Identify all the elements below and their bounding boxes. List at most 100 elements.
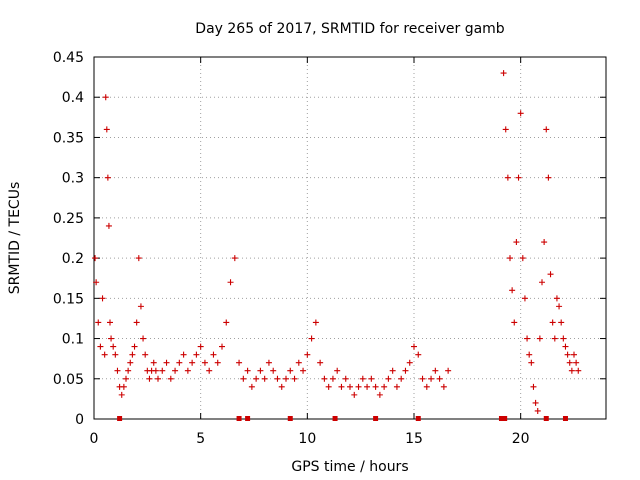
data-point [131,343,138,350]
data-point [103,126,110,133]
data-point [436,375,443,382]
data-point [530,383,537,390]
data-point [240,375,247,382]
data-point [428,375,435,382]
data-point [317,359,324,366]
plot-frame [93,56,607,420]
data-point [543,126,550,133]
data-point [568,367,575,374]
data-point [406,359,413,366]
data-point [411,343,417,350]
gap-marker [415,416,421,421]
gap-marker [562,416,568,421]
chart-title: Day 265 of 2017, SRMTID for receiver gam… [195,21,505,37]
y-tick-labels: 0 0.05 0.1 0.15 0.2 0.25 0.3 0.35 0.4 0.45 [53,50,84,428]
gap-markers [117,416,568,421]
data-point [112,351,119,358]
data-point [206,367,213,374]
gap-marker [245,416,251,421]
y-tick-label: 0.35 [53,130,84,146]
data-point [105,222,112,229]
x-tick-labels: 0 5 10 15 20 [90,431,530,447]
data-point [308,335,315,342]
data-point [526,351,533,358]
data-point [123,375,129,382]
x-tick-label: 5 [196,431,205,447]
data-point [92,255,99,262]
data-point [176,359,183,366]
data-point [107,319,113,326]
data-point [104,174,111,181]
x-tick-label: 0 [90,431,99,447]
data-point [521,295,528,302]
x-tick-label: 15 [405,431,423,447]
data-point [389,367,396,374]
data-point [504,174,511,181]
data-point [287,367,294,374]
data-point [304,351,311,358]
data-point [325,383,332,390]
data-point [257,367,264,374]
data-point [155,375,161,382]
data-point [133,319,140,326]
data-point [197,343,204,350]
y-tick-label: 0.1 [62,332,84,348]
data-point [159,367,166,374]
data-point [562,343,569,350]
y-tick-label: 0.3 [62,171,84,187]
data-point [231,255,238,262]
data-point [532,399,539,406]
data-point [398,375,405,382]
y-tick-label: 0.4 [62,90,84,106]
data-point [359,375,366,382]
data-point [180,351,187,358]
data-point [524,335,531,342]
data-point [189,359,196,366]
data-point [355,383,362,390]
data-point [184,367,191,374]
x-tick-label: 20 [512,431,530,447]
data-point [571,351,577,358]
data-point [163,359,170,366]
data-point [534,407,541,414]
gap-marker [287,416,293,421]
data-point [152,367,159,374]
data-point [364,383,371,390]
data-point [432,367,439,374]
gap-marker [543,416,549,421]
data-point [248,383,255,390]
data-point [223,319,230,326]
data-point [536,335,543,342]
data-point [214,359,221,366]
gap-marker [332,416,338,421]
data-point [270,367,277,374]
y-tick-label: 0.05 [53,372,84,388]
data-point [172,367,179,374]
y-tick-label: 0.2 [62,251,84,267]
data-point [368,375,375,382]
data-point [573,359,580,366]
data-point [528,359,535,366]
data-point [274,375,281,382]
x-tick-label: 10 [298,431,316,447]
data-point [415,351,422,358]
gap-marker [236,416,242,421]
data-point [135,255,142,262]
data-point [261,375,268,382]
gap-marker [117,416,123,421]
data-point [227,279,234,286]
data-point [120,383,127,390]
data-point [137,303,144,310]
data-point [547,271,554,278]
data-point [253,375,260,382]
data-point [507,255,513,262]
data-point [146,375,153,382]
data-point [545,174,552,181]
data-point [291,375,298,382]
y-axis-label: SRMTID / TECUs [7,182,23,295]
data-point [351,391,358,398]
data-point [236,359,243,366]
data-point [102,94,109,101]
data-point [110,343,117,350]
